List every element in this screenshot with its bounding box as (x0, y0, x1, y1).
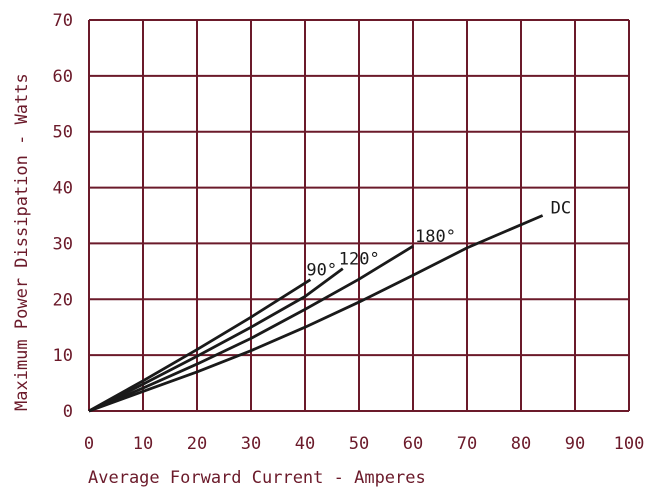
x-axis-title: Average Forward Current - Amperes (88, 468, 426, 488)
x-tick-label: 90 (565, 434, 585, 454)
y-tick-label: 0 (63, 402, 73, 422)
y-tick-label: 70 (53, 11, 73, 31)
y-axis-ticks: 0 10 20 30 40 50 60 70 (53, 11, 73, 422)
chart-grid (88, 19, 630, 412)
y-tick-label: 60 (53, 67, 73, 87)
x-tick-label: 100 (614, 434, 645, 454)
x-tick-label: 80 (511, 434, 531, 454)
series-label: 90° (306, 261, 337, 281)
y-tick-label: 50 (53, 123, 73, 143)
series-line (88, 245, 414, 413)
y-tick-label: 40 (53, 179, 73, 199)
series-lines (88, 214, 544, 413)
y-tick-label: 10 (53, 346, 73, 366)
series-line (88, 278, 312, 413)
y-axis-title: Maximum Power Dissipation - Watts (12, 73, 32, 411)
series-labels: 90°120° 180° DC (306, 199, 571, 281)
x-tick-label: 20 (187, 434, 207, 454)
series-label: DC (551, 199, 571, 219)
x-tick-label: 50 (349, 434, 369, 454)
series-line (88, 267, 344, 413)
series-label: 180° (415, 227, 456, 247)
x-tick-label: 40 (295, 434, 315, 454)
y-tick-label: 20 (53, 290, 73, 310)
x-tick-label: 60 (403, 434, 423, 454)
x-tick-label: 10 (133, 434, 153, 454)
series-line (88, 214, 544, 413)
x-tick-label: 30 (241, 434, 261, 454)
x-tick-label: 70 (457, 434, 477, 454)
x-axis-ticks: 0 10 20 30 40 50 60 70 80 90 100 (84, 434, 644, 454)
y-tick-label: 30 (53, 234, 73, 254)
series-label: 120° (339, 250, 380, 270)
x-tick-label: 0 (84, 434, 94, 454)
